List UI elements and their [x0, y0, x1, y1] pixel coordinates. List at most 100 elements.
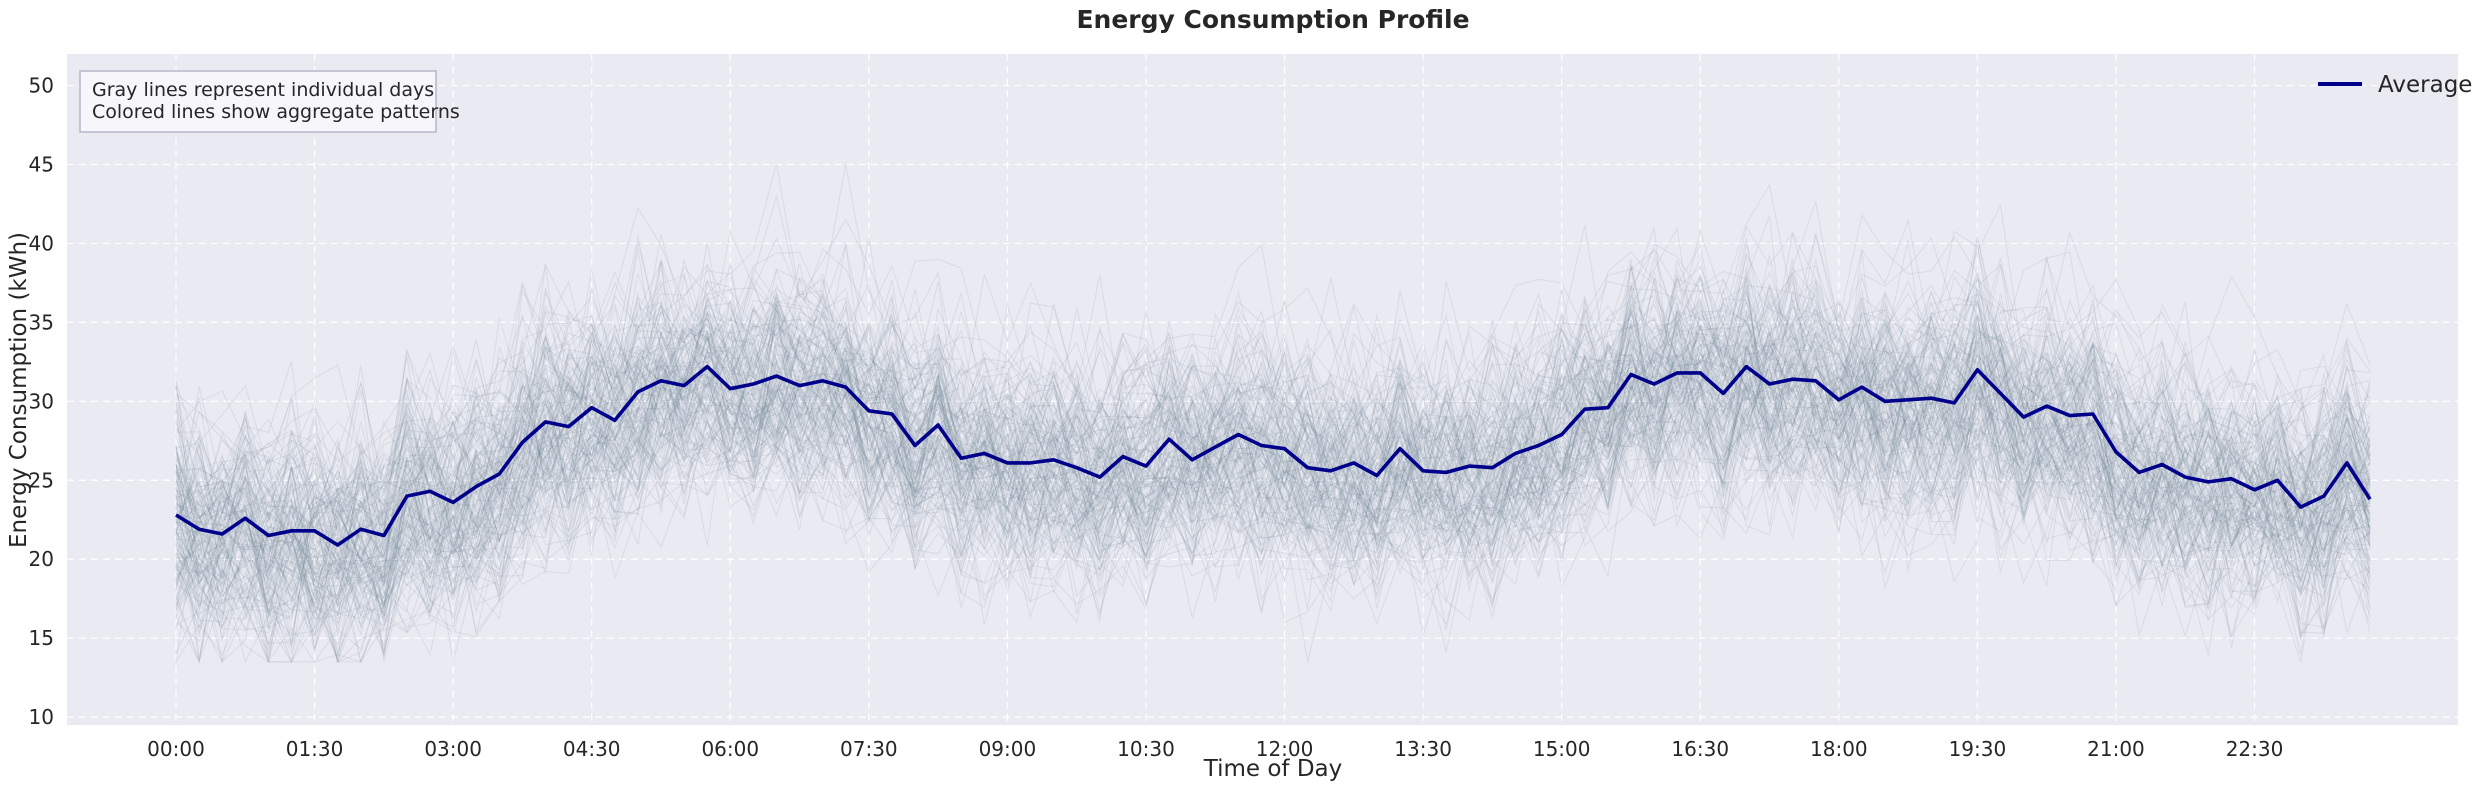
individual-day-line [175, 248, 2371, 589]
individual-day-line [175, 337, 2371, 657]
x-tick-label: 13:30 [1394, 737, 1452, 761]
individual-day-line [175, 336, 2371, 617]
individual-day-line [175, 328, 2371, 630]
individual-day-line [175, 304, 2371, 577]
individual-day-line [175, 341, 2371, 648]
individual-day-line [175, 281, 2371, 609]
individual-day-line [175, 337, 2371, 615]
individual-day-line [175, 266, 2371, 656]
x-tick-label: 15:00 [1533, 737, 1591, 761]
individual-day-line [175, 259, 2371, 568]
individual-day-line [175, 355, 2371, 662]
individual-day-line [175, 346, 2371, 662]
individual-day-line [175, 305, 2371, 606]
individual-day-line [175, 302, 2371, 583]
individual-day-line [175, 289, 2371, 594]
individual-day-line [175, 287, 2371, 570]
individual-day-line [175, 338, 2371, 617]
y-tick-label: 20 [29, 547, 54, 571]
individual-day-line [175, 325, 2371, 662]
individual-day-line [175, 213, 2371, 474]
individual-day-line [175, 280, 2371, 557]
individual-day-line [175, 359, 2371, 621]
individual-day-line [175, 235, 2371, 576]
individual-day-line [175, 359, 2371, 664]
x-tick-label: 21:00 [2087, 737, 2145, 761]
individual-day-line [175, 296, 2371, 584]
individual-day-line [175, 284, 2371, 566]
individual-day-line [175, 377, 2371, 654]
y-tick-label: 25 [29, 468, 54, 492]
individual-day-line [175, 349, 2371, 634]
individual-day-line [175, 327, 2371, 651]
individual-day-line [175, 323, 2371, 620]
individual-day-line [175, 335, 2371, 638]
individual-day-line [175, 266, 2371, 540]
individual-day-line [175, 303, 2371, 560]
individual-day-line [175, 319, 2371, 620]
individual-day-line [175, 356, 2371, 618]
individual-day-line [175, 259, 2371, 544]
y-tick-label: 10 [29, 705, 54, 729]
individual-day-line [175, 307, 2371, 650]
individual-day-line [175, 333, 2371, 629]
individual-day-line [175, 289, 2371, 601]
x-tick-label: 19:30 [1949, 737, 2007, 761]
individual-day-line [175, 345, 2371, 656]
individual-day-line [175, 361, 2371, 664]
individual-day-line [175, 427, 2371, 664]
annotation-frame [79, 70, 437, 133]
chart-title: Energy Consumption Profile [1076, 5, 1469, 34]
individual-day-line [175, 290, 2371, 565]
x-tick-label: 07:30 [840, 737, 898, 761]
individual-day-line [175, 257, 2371, 532]
individual-day-line [175, 277, 2371, 546]
individual-day-line [175, 301, 2371, 646]
individual-day-line [175, 271, 2371, 573]
individual-day-line [175, 250, 2371, 580]
x-axis-label: Time of Day [1203, 756, 1343, 782]
y-tick-label: 40 [29, 231, 54, 255]
y-tick-label: 45 [29, 153, 54, 177]
individual-day-line [175, 292, 2371, 595]
y-axis-label: Energy Consumption (kWh) [6, 232, 32, 548]
individual-day-line [175, 346, 2371, 664]
individual-day-line [175, 333, 2371, 621]
y-axis-ticks: 10 15 20 25 30 35 40 45 50 [29, 74, 54, 730]
individual-day-line [175, 352, 2371, 650]
individual-day-line [175, 358, 2371, 637]
individual-day-line [175, 291, 2371, 590]
individual-day-line [175, 254, 2371, 585]
individual-day-line [175, 230, 2371, 513]
legend-average-label: Average [2378, 72, 2472, 98]
individual-day-line [175, 278, 2371, 662]
individual-day-line [175, 332, 2371, 620]
individual-day-line [175, 312, 2371, 636]
individual-day-line [175, 403, 2371, 663]
annotation-box: Gray lines represent individual days Col… [79, 70, 460, 133]
individual-day-line [175, 277, 2371, 585]
individual-day-line [175, 298, 2371, 659]
individual-day-line [175, 331, 2371, 621]
individual-day-line [175, 274, 2371, 576]
individual-day-line [175, 229, 2371, 512]
y-tick-label: 15 [29, 626, 54, 650]
individual-day-line [175, 272, 2371, 578]
x-tick-label: 04:30 [563, 737, 621, 761]
individual-day-line [175, 265, 2371, 596]
individual-day-line [175, 363, 2371, 663]
individual-day-line [175, 308, 2371, 596]
individual-day-line [175, 295, 2371, 571]
x-tick-label: 22:30 [2226, 737, 2284, 761]
individual-day-line [175, 310, 2371, 605]
x-tick-label: 12:00 [1256, 737, 1314, 761]
individual-day-line [175, 326, 2371, 654]
individual-day-line [175, 365, 2371, 634]
individual-day-line [175, 332, 2371, 608]
grid-lines [67, 54, 2458, 725]
individual-day-line [175, 293, 2371, 616]
average-series-line [175, 364, 2372, 547]
individual-day-line [175, 342, 2371, 617]
individual-day-line [175, 325, 2371, 600]
